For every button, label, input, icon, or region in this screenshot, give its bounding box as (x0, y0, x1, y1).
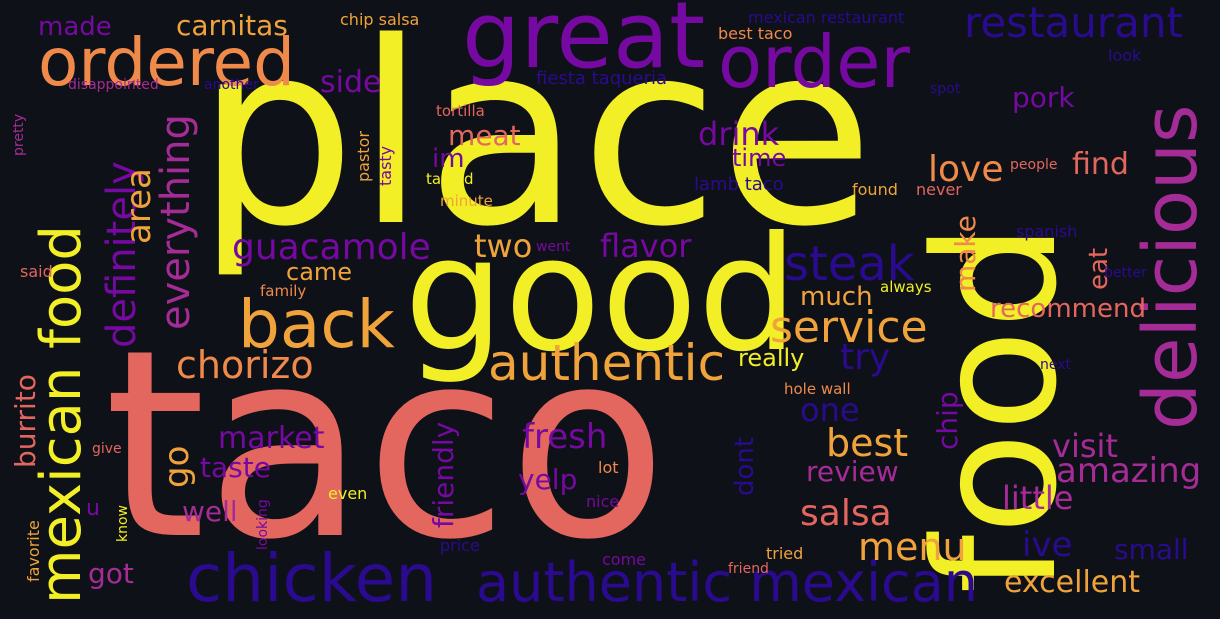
word-chicken: chicken (186, 540, 438, 617)
word-went: went (536, 239, 571, 255)
word-tasted: tasted (426, 170, 474, 188)
word-visit: visit (1052, 427, 1118, 465)
word-spot: spot (930, 81, 961, 97)
word-tasty: tasty (376, 145, 395, 186)
word-another: another (204, 77, 259, 93)
word-u: u (86, 496, 100, 521)
word-excellent: excellent (1004, 565, 1141, 600)
word-fresh: fresh (522, 417, 608, 457)
word-chip-salsa: chip salsa (340, 10, 420, 29)
word-best-taco: best taco (718, 24, 793, 43)
word-chip: chip (931, 391, 964, 450)
word-restaurant: restaurant (964, 0, 1183, 47)
word-meat: meat (448, 119, 521, 152)
word-really: really (738, 344, 805, 372)
word-look: look (1108, 46, 1142, 65)
word-spanish: spanish (1016, 222, 1078, 241)
word-always: always (880, 278, 932, 296)
word-mexican-restaurant: mexican restaurant (748, 8, 905, 27)
word-authentic-mexican: authentic mexican (476, 551, 979, 614)
word-tried: tried (766, 544, 804, 563)
word-ordered: ordered (38, 24, 296, 101)
word-great: great (462, 0, 706, 89)
word-guacamole: guacamole (232, 227, 431, 268)
word-area: area (119, 168, 159, 244)
word-disappointed: disappointed (68, 77, 159, 93)
word-salsa: salsa (800, 493, 892, 534)
word-recommend: recommend (990, 294, 1146, 324)
word-pretty: pretty (11, 113, 27, 156)
word-favorite: favorite (24, 520, 43, 582)
word-came: came (286, 258, 353, 286)
word-amazing: amazing (1056, 451, 1202, 491)
word-give: give (92, 441, 122, 457)
word-pork: pork (1012, 81, 1075, 114)
word-small: small (1114, 533, 1189, 566)
word-nice: nice (586, 492, 620, 511)
word-lot: lot (598, 458, 619, 477)
word-chorizo: chorizo (176, 343, 314, 387)
word-well: well (182, 495, 238, 528)
word-people: people (1010, 157, 1058, 173)
word-dont: dont (730, 436, 760, 496)
word-even: even (328, 484, 368, 503)
word-good: good (404, 203, 798, 387)
word-know: know (115, 505, 131, 542)
word-place: place (196, 0, 874, 282)
word-price: price (440, 536, 480, 555)
word-yelp: yelp (518, 463, 578, 496)
word-looking: looking (255, 499, 271, 550)
word-market: market (218, 421, 325, 456)
word-drink: drink (698, 115, 780, 153)
word-family: family (260, 282, 307, 300)
word-never: never (916, 180, 962, 199)
word-got: got (88, 557, 134, 590)
word-friendly: friendly (427, 421, 460, 528)
word-much: much (800, 282, 873, 312)
word-everything: everything (153, 114, 199, 330)
word-steak: steak (784, 236, 915, 292)
word-ive: ive (1022, 525, 1073, 565)
word-pastor: pastor (354, 131, 373, 182)
word-next: next (1040, 357, 1072, 373)
word-friend: friend (728, 561, 769, 577)
word-taste: taste (200, 451, 271, 484)
word-two: two (474, 227, 533, 265)
word-authentic: authentic (488, 334, 726, 392)
word-fiesta-taqueria: fiesta taqueria (536, 68, 668, 89)
word-carnitas: carnitas (176, 9, 288, 42)
word-menu: menu (858, 525, 967, 569)
word-best: best (826, 421, 909, 465)
word-little: little (1002, 479, 1074, 517)
word-taco: taco (104, 295, 668, 597)
word-lamb-taco: lamb taco (694, 174, 784, 195)
word-hole-wall: hole wall (784, 380, 851, 398)
word-side: side (320, 65, 382, 100)
word-made: made (38, 12, 112, 42)
word-order: order (718, 20, 910, 104)
word-tortilla: tortilla (436, 102, 485, 120)
word-better: better (1104, 265, 1147, 281)
word-im: im (432, 144, 465, 174)
word-service: service (770, 302, 928, 353)
word-find: find (1072, 147, 1129, 182)
word-flavor: flavor (600, 227, 692, 265)
word-love: love (928, 149, 1004, 190)
word-make: make (949, 215, 982, 292)
word-try: try (840, 337, 891, 378)
word-come: come (602, 550, 647, 569)
word-one: one (800, 391, 860, 429)
word-back: back (238, 286, 395, 363)
word-time: time (732, 144, 787, 172)
word-found: found (852, 180, 898, 199)
word-go: go (157, 445, 197, 488)
word-burrito: burrito (9, 374, 42, 468)
word-minute: minute (440, 192, 493, 210)
word-review: review (806, 455, 899, 488)
word-said: said (20, 262, 53, 281)
